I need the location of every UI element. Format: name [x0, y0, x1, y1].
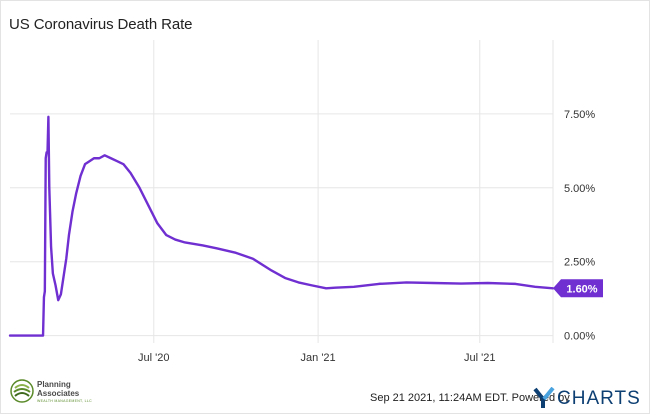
ycharts-wordmark: CHARTS: [557, 388, 641, 409]
logo-tagline: WEALTH MANAGEMENT, LLC: [37, 399, 92, 403]
x-tick-label-1: Jan '21: [301, 352, 336, 364]
y-tick-label-2: 5.00%: [564, 183, 595, 195]
y-tick-label-0: 0.00%: [564, 331, 595, 343]
x-tick-label-0: Jul '20: [138, 352, 169, 364]
series-line-death-rate: [8, 115, 555, 337]
y-tick-label-3: 7.50%: [564, 109, 595, 121]
last-value-text: 1.60%: [566, 283, 597, 295]
x-tick-label-2: Jul '21: [464, 352, 495, 364]
last-value-label: 1.60%: [553, 279, 603, 298]
grid-lines: [10, 40, 554, 343]
x-tick-labels: Jul '20 Jan '21 Jul '21: [138, 352, 495, 364]
y-tick-label-1: 2.50%: [564, 257, 595, 269]
chart-title: US Coronavirus Death Rate: [9, 16, 193, 33]
last-value-badge: [553, 279, 603, 298]
footer-timestamp: Sep 21 2021, 11:24AM EDT. Powered by: [370, 392, 570, 404]
planning-associates-logo[interactable]: Planning Associates WEALTH MANAGEMENT, L…: [10, 378, 120, 408]
ycharts-logo[interactable]: CHARTS: [533, 386, 643, 409]
y-tick-labels: 0.00% 2.50% 5.00% 7.50%: [564, 109, 595, 343]
logo-globe-icon: [10, 379, 34, 403]
logo-name-line2: Associates: [37, 389, 80, 398]
ycharts-y-icon: [533, 386, 555, 408]
logo-name-line1: Planning: [37, 380, 71, 389]
